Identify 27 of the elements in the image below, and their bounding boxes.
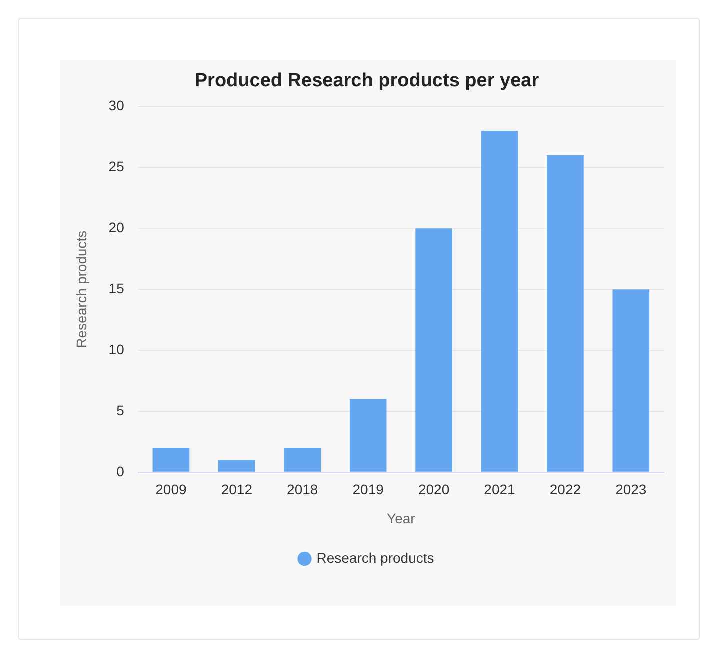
- y-tick-label: 25: [108, 158, 125, 175]
- bar: [416, 228, 452, 472]
- y-tick-label: 5: [116, 402, 125, 418]
- x-axis-title: Year: [387, 510, 416, 526]
- y-tick-label: 0: [116, 463, 125, 480]
- y-axis-title: Research products: [73, 230, 90, 348]
- bar: [350, 399, 387, 472]
- x-tick-label: 2018: [287, 482, 318, 498]
- y-tick-label: 30: [108, 98, 125, 114]
- x-tick-label: 2020: [418, 482, 450, 498]
- bar: [612, 290, 650, 472]
- x-tick-label: 2022: [550, 482, 582, 498]
- x-tick-label: 2009: [156, 482, 188, 498]
- legend-label: Research products: [316, 550, 434, 566]
- bar: [284, 448, 322, 472]
- y-tick-label: 15: [108, 280, 125, 296]
- bar: [218, 460, 256, 472]
- bar: [152, 448, 190, 472]
- y-tick-label: 10: [108, 341, 125, 358]
- bar: [547, 156, 584, 472]
- chart-title: Produced Research products per year: [194, 70, 540, 92]
- x-tick-label: 2012: [221, 482, 253, 498]
- x-tick-label: 2019: [352, 482, 384, 498]
- x-tick-label: 2023: [616, 482, 647, 498]
- y-tick-label: 20: [108, 220, 125, 236]
- bar: [481, 131, 518, 472]
- x-tick-label: 2021: [484, 482, 516, 498]
